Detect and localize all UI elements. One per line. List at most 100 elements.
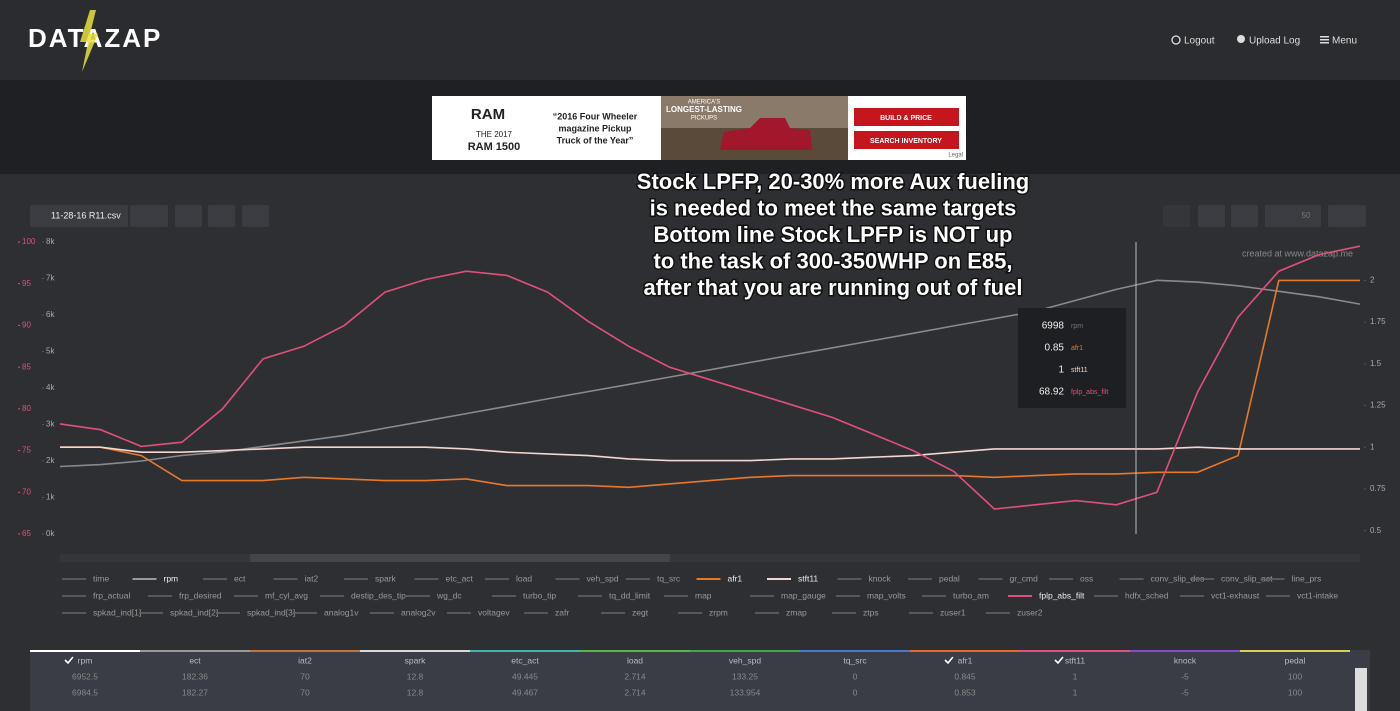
column-header[interactable]: pedal xyxy=(1285,655,1306,665)
y2-tick-label: 0.5 xyxy=(1370,526,1382,535)
legend-label[interactable]: afr1 xyxy=(728,573,743,583)
legend-label[interactable]: zmap xyxy=(786,607,807,617)
y-tick-label: 2k xyxy=(46,456,55,465)
legend-label[interactable]: analog1v xyxy=(324,607,359,617)
filter-button[interactable] xyxy=(1231,205,1258,227)
legend-label[interactable]: destip_des_tip xyxy=(351,590,406,600)
column-header[interactable]: knock xyxy=(1174,655,1197,665)
export-button[interactable] xyxy=(1328,205,1366,227)
column-header[interactable]: veh_spd xyxy=(729,655,761,665)
legend-label[interactable]: vct1-exhaust xyxy=(1211,590,1260,600)
y-tick-label: 0k xyxy=(46,529,55,538)
legend-label[interactable]: conv_slip_act xyxy=(1221,573,1273,583)
legend-label[interactable]: hdfx_sched xyxy=(1125,590,1169,600)
legend-label[interactable]: analog2v xyxy=(401,607,436,617)
column-header[interactable]: spark xyxy=(405,655,427,665)
legend-label[interactable]: time xyxy=(93,573,109,583)
legend-label[interactable]: spkad_ind[3] xyxy=(247,607,295,617)
table-cell: 70 xyxy=(300,671,310,681)
table-scrollbar[interactable] xyxy=(1355,668,1367,711)
ad-text: RAM 1500 xyxy=(468,141,521,153)
legend-label[interactable]: mf_cyl_avg xyxy=(265,590,308,600)
column-header[interactable]: tq_src xyxy=(843,655,867,665)
column-header[interactable]: stft11 xyxy=(1065,655,1085,665)
doc-button[interactable] xyxy=(175,205,202,227)
y-tick-label: 6k xyxy=(46,310,55,319)
legend-label[interactable]: conv_slip_des xyxy=(1151,573,1205,583)
legend-label[interactable]: gr_cmd xyxy=(1010,573,1039,583)
tooltip xyxy=(1018,308,1126,408)
scrollbar-thumb[interactable] xyxy=(250,554,670,562)
legend-label[interactable]: zuser2 xyxy=(1017,607,1043,617)
legend-label[interactable]: veh_spd xyxy=(587,573,619,583)
y-tick-label: 7k xyxy=(46,274,55,283)
legend-label[interactable]: pedal xyxy=(939,573,960,583)
table-cell: 6952.5 xyxy=(72,671,98,681)
play-button[interactable] xyxy=(1265,205,1321,227)
scrollbar-track[interactable] xyxy=(60,554,1360,562)
column-header[interactable]: afr1 xyxy=(958,655,973,665)
y3-tick-label: 90 xyxy=(22,321,31,330)
legend-label[interactable]: turbo_tip xyxy=(523,590,556,600)
legend-label[interactable]: spark xyxy=(375,573,397,583)
legend-label[interactable]: etc_act xyxy=(446,573,474,583)
flag-button[interactable] xyxy=(1163,205,1190,227)
column-header[interactable]: load xyxy=(627,655,643,665)
legend-label[interactable]: stft11 xyxy=(798,573,818,583)
legend-label[interactable]: map_volts xyxy=(867,590,906,600)
legend-label[interactable]: tq_src xyxy=(657,573,681,583)
column-color-bar xyxy=(140,650,250,652)
legend-label[interactable]: rpm xyxy=(164,573,179,583)
nav-link[interactable]: Upload Log xyxy=(1249,36,1300,47)
series-line xyxy=(60,446,1360,462)
ad-text: PICKUPS xyxy=(691,116,717,122)
legend-label[interactable]: wg_dc xyxy=(436,590,462,600)
menu-icon xyxy=(1320,36,1329,38)
legend-label[interactable]: spkad_ind[1] xyxy=(93,607,141,617)
tooltip-value: 68.92 xyxy=(1039,387,1064,398)
legend-label[interactable]: map xyxy=(695,590,712,600)
legend-label[interactable]: line_prs xyxy=(1292,573,1322,583)
layout-button[interactable] xyxy=(208,205,235,227)
legend-label[interactable]: ect xyxy=(234,573,246,583)
column-header[interactable]: iat2 xyxy=(298,655,312,665)
column-header[interactable]: ect xyxy=(189,655,201,665)
legend-label[interactable]: frp_desired xyxy=(179,590,222,600)
tooltip-label: stft11 xyxy=(1071,367,1088,374)
ad-legal[interactable]: Legal xyxy=(948,153,963,159)
legend-label[interactable]: zuser1 xyxy=(940,607,966,617)
nav-link[interactable]: Logout xyxy=(1184,36,1215,47)
table-background xyxy=(30,650,1370,711)
ad-button[interactable] xyxy=(854,131,959,149)
column-color-bar xyxy=(800,650,910,652)
legend-label[interactable]: voltagev xyxy=(478,607,510,617)
legend-label[interactable]: fplp_abs_filt xyxy=(1039,590,1085,600)
legend-label[interactable]: zafr xyxy=(555,607,569,617)
legend-label[interactable]: tq_dd_limit xyxy=(609,590,651,600)
legend-label[interactable]: load xyxy=(516,573,532,583)
legend-label[interactable]: knock xyxy=(869,573,892,583)
table-cell: -5 xyxy=(1181,671,1189,681)
column-header[interactable]: rpm xyxy=(78,655,93,665)
legend-label[interactable]: turbo_am xyxy=(953,590,989,600)
ad-text: Truck of the Year” xyxy=(557,135,634,145)
file-button[interactable] xyxy=(30,205,128,227)
reload-button[interactable] xyxy=(130,205,168,227)
nav-link[interactable]: Menu xyxy=(1332,36,1357,47)
legend-label[interactable]: map_gauge xyxy=(781,590,826,600)
zoom-button[interactable] xyxy=(1198,205,1225,227)
table-cell: 49.445 xyxy=(512,671,538,681)
legend-label[interactable]: ztps xyxy=(863,607,879,617)
legend-label[interactable]: zrpm xyxy=(709,607,728,617)
legend-label[interactable]: iat2 xyxy=(305,573,319,583)
column-color-bar xyxy=(250,650,360,652)
legend-label[interactable]: oss xyxy=(1080,573,1093,583)
ad-banner[interactable]: RAM THE 2017 RAM 1500 “2016 Four Wheeler… xyxy=(432,96,966,160)
legend-label[interactable]: frp_actual xyxy=(93,590,130,600)
legend-label[interactable]: vct1-intake xyxy=(1297,590,1338,600)
legend-label[interactable]: spkad_ind[2] xyxy=(170,607,218,617)
legend-label[interactable]: zegt xyxy=(632,607,649,617)
column-header[interactable]: etc_act xyxy=(511,655,539,665)
table-button[interactable] xyxy=(242,205,269,227)
ad-button[interactable] xyxy=(854,108,959,126)
